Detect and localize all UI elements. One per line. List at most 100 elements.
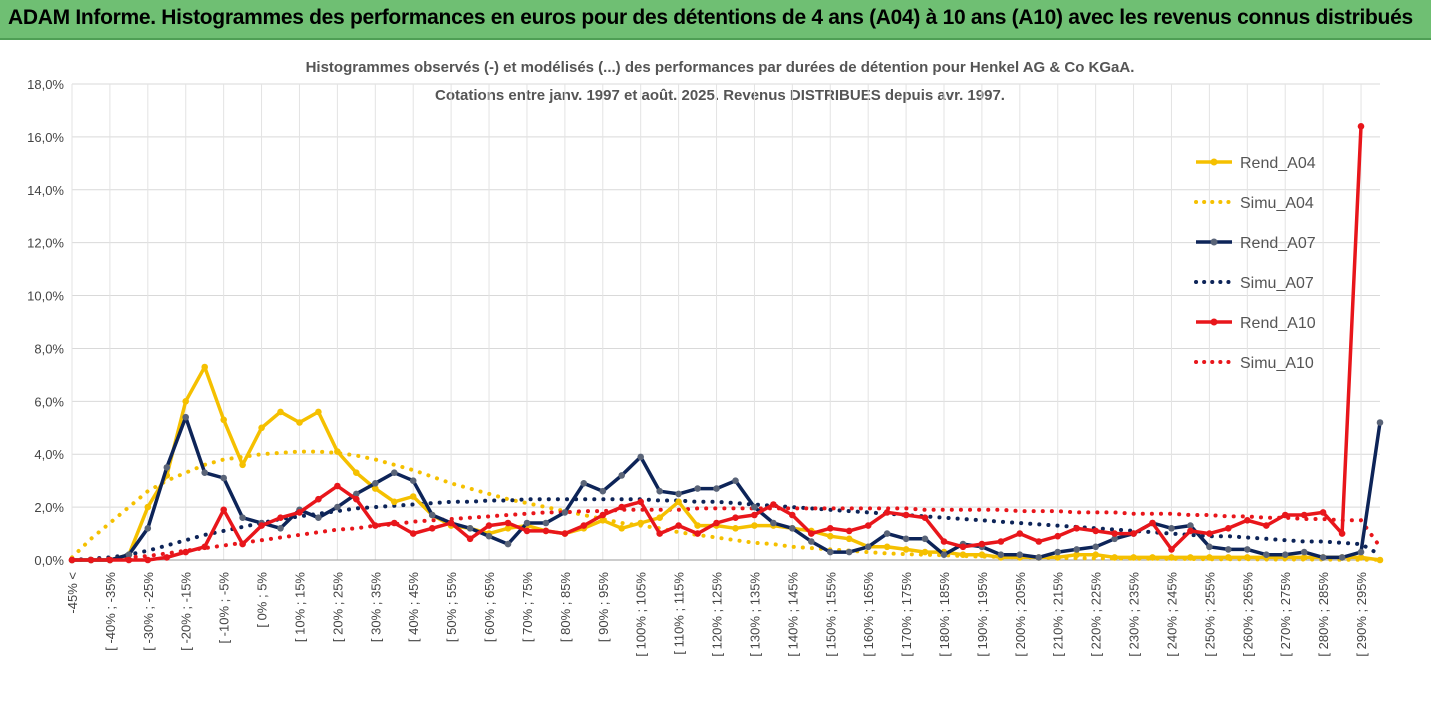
data-point: [770, 519, 777, 527]
data-point: [656, 514, 663, 521]
data-point: [637, 453, 644, 461]
data-point: [466, 525, 474, 532]
data-point: [106, 556, 114, 564]
data-point: [1376, 556, 1384, 564]
data-point: [1073, 546, 1080, 553]
data-point: [580, 480, 588, 487]
data-point: [883, 530, 891, 537]
data-point: [864, 522, 872, 529]
legend-marker: [1210, 318, 1218, 326]
data-point: [827, 525, 834, 532]
data-point: [1168, 554, 1175, 561]
data-point: [940, 538, 948, 545]
data-point: [87, 556, 95, 564]
data-point: [1281, 511, 1289, 519]
data-point: [1300, 554, 1308, 561]
data-point: [1149, 519, 1156, 527]
legend-item-rend_a10: Rend_A10: [1196, 315, 1316, 332]
data-point: [523, 519, 531, 527]
legend-item-rend_a07: Rend_A07: [1196, 235, 1316, 252]
y-tick-label: 8,0%: [34, 341, 64, 356]
x-tick-label: [ 150% ; 155%: [823, 572, 838, 657]
data-point: [732, 514, 739, 521]
data-point: [1300, 548, 1308, 556]
data-point: [239, 540, 246, 548]
data-point: [447, 519, 455, 527]
data-point: [125, 551, 133, 558]
data-point: [1035, 554, 1043, 561]
x-tick-label: [ -10% ; -5%: [217, 572, 232, 644]
data-point: [902, 535, 910, 543]
data-point: [391, 469, 398, 477]
data-point: [1073, 551, 1080, 558]
data-point: [599, 511, 607, 519]
x-tick-label: [ 250% ; 255%: [1202, 572, 1217, 657]
data-point: [239, 514, 246, 521]
data-point: [144, 525, 152, 532]
x-tick-label: [ 230% ; 235%: [1127, 572, 1142, 657]
data-point: [675, 490, 682, 498]
y-tick-label: 6,0%: [34, 394, 64, 409]
data-point: [637, 519, 644, 527]
page-title: ADAM Informe. Histogrammes des performan…: [8, 6, 1413, 29]
data-point: [201, 363, 208, 371]
x-tick-label: [ 70% ; 75%: [520, 572, 535, 643]
y-tick-label: 4,0%: [34, 447, 64, 462]
data-point: [1338, 530, 1346, 537]
y-tick-label: 0,0%: [34, 553, 64, 568]
data-point: [163, 554, 171, 561]
legend: Rend_A04 Simu_A04 Rend_A07 Simu_A07 Rend_A10…: [1194, 155, 1316, 372]
data-point: [1187, 554, 1194, 561]
data-point: [68, 556, 76, 564]
data-point: [220, 474, 227, 482]
data-point: [1319, 509, 1327, 516]
data-point: [1035, 538, 1043, 545]
x-tick-label: [ 190% ; 195%: [975, 572, 990, 657]
data-point: [409, 493, 417, 500]
data-point: [1206, 554, 1213, 561]
legend-label: Simu_A04: [1240, 195, 1314, 212]
y-axis: 0,0% 2,0% 4,0% 6,0% 8,0% 10,0% 12,0% 14,0% 16,0%…: [27, 77, 64, 568]
data-point: [656, 487, 663, 495]
y-tick-label: 18,0%: [27, 77, 64, 92]
legend-marker: [1210, 238, 1218, 246]
data-point: [618, 525, 625, 532]
x-tick-label: [ 280% ; 285%: [1316, 572, 1331, 657]
data-point: [220, 416, 227, 424]
data-point: [1263, 522, 1270, 529]
data-point: [599, 487, 607, 495]
data-point: [1111, 535, 1118, 543]
data-point: [713, 519, 720, 527]
data-point: [334, 482, 341, 490]
data-point: [1225, 546, 1232, 553]
data-point: [789, 525, 796, 532]
data-point: [485, 522, 493, 529]
data-point: [182, 398, 189, 405]
data-point: [1054, 532, 1061, 540]
data-point: [296, 509, 303, 516]
data-point: [315, 495, 322, 503]
data-point: [504, 519, 512, 527]
data-point: [1111, 554, 1118, 561]
series-line: [70, 449, 1382, 562]
data-point: [277, 408, 284, 416]
x-tick-label: [ 210% ; 215%: [1051, 572, 1066, 657]
x-tick-label: [ 220% ; 225%: [1089, 572, 1104, 657]
data-point: [1187, 522, 1194, 529]
data-point: [883, 509, 891, 516]
series-line: [72, 365, 1381, 562]
data-point: [391, 519, 398, 527]
data-point: [466, 535, 474, 543]
x-tick-label: [ 180% ; 185%: [937, 572, 952, 657]
x-tick-label: [ 270% ; 275%: [1278, 572, 1293, 657]
data-point: [334, 448, 341, 455]
data-point: [1092, 543, 1099, 551]
series-simu_a04: [70, 449, 1382, 562]
data-point: [542, 527, 550, 535]
data-point: [599, 517, 607, 524]
data-point: [808, 538, 815, 545]
series-lines: [68, 123, 1384, 564]
data-point: [1206, 530, 1213, 537]
x-tick-label: [ 100% ; 105%: [634, 572, 649, 657]
data-point: [220, 506, 227, 514]
